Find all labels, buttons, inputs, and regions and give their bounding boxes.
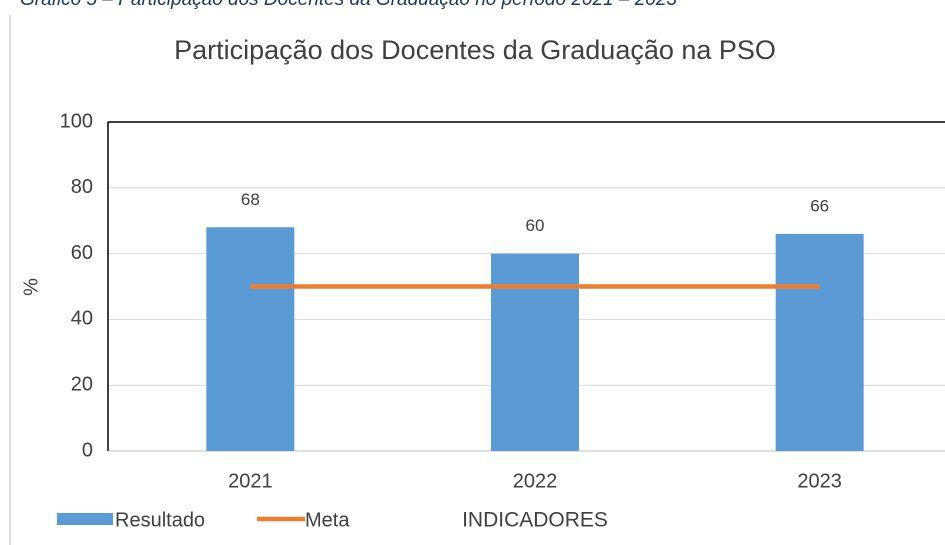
chart-title: Participação dos Docentes da Graduação n… [174,35,776,65]
y-tick-label: 100 [60,110,93,132]
bar [775,233,864,451]
legend-label: Meta [305,509,350,531]
legend-label: Resultado [115,509,205,531]
bar [491,253,579,451]
x-tick-label: 2023 [797,470,842,492]
y-tick-label: 0 [82,439,93,461]
data-label: 60 [526,216,545,235]
bar [206,227,295,451]
y-axis-label: % [20,278,42,296]
data-label: 68 [241,190,260,209]
x-axis-label: INDICADORES [462,509,608,532]
y-tick-label: 20 [71,373,93,395]
y-tick-label: 40 [71,308,93,330]
caption: Gráfico 5 – Participação dos Docentes da… [20,0,677,10]
data-label: 66 [810,196,829,215]
x-tick-label: 2022 [513,470,558,492]
x-tick-label: 2021 [228,470,273,492]
legend-swatch [57,513,113,525]
y-tick-label: 80 [71,176,93,198]
y-tick-label: 60 [71,242,93,264]
